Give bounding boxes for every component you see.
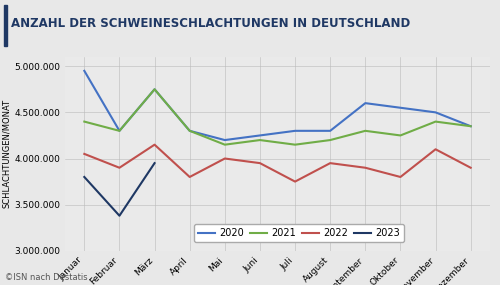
Text: ANZAHL DER SCHWEINESCHLACHTUNGEN IN DEUTSCHLAND: ANZAHL DER SCHWEINESCHLACHTUNGEN IN DEUT… bbox=[11, 17, 410, 30]
Line: 2020: 2020 bbox=[84, 71, 470, 140]
2020 bbox=[398, 106, 404, 109]
2020 bbox=[82, 69, 87, 73]
2020 bbox=[468, 125, 473, 128]
Bar bbox=[4, 5, 7, 46]
2023 bbox=[152, 161, 158, 165]
2021 bbox=[327, 138, 333, 142]
2020 bbox=[116, 129, 122, 133]
2021 bbox=[186, 129, 192, 133]
2022 bbox=[468, 166, 473, 170]
2021 bbox=[222, 143, 228, 146]
Legend: 2020, 2021, 2022, 2023: 2020, 2021, 2022, 2023 bbox=[194, 224, 404, 242]
2022 bbox=[432, 148, 438, 151]
2022 bbox=[327, 161, 333, 165]
2022 bbox=[116, 166, 122, 170]
2022 bbox=[82, 152, 87, 156]
2020 bbox=[257, 134, 263, 137]
2021 bbox=[257, 138, 263, 142]
Line: 2023: 2023 bbox=[84, 163, 154, 216]
2021 bbox=[398, 134, 404, 137]
2022 bbox=[292, 180, 298, 183]
2020 bbox=[432, 111, 438, 114]
Y-axis label: SCHLACHTUNGEN/MONAT: SCHLACHTUNGEN/MONAT bbox=[2, 99, 12, 208]
2022 bbox=[152, 143, 158, 146]
2021 bbox=[468, 125, 473, 128]
2021 bbox=[116, 129, 122, 133]
2021 bbox=[152, 87, 158, 91]
2022 bbox=[222, 157, 228, 160]
2022 bbox=[257, 161, 263, 165]
2020 bbox=[327, 129, 333, 133]
Line: 2021: 2021 bbox=[84, 89, 470, 145]
2022 bbox=[362, 166, 368, 170]
2020 bbox=[152, 87, 158, 91]
2021 bbox=[432, 120, 438, 123]
2020 bbox=[222, 138, 228, 142]
Text: ©ISN nach Destatis: ©ISN nach Destatis bbox=[5, 273, 87, 282]
2022 bbox=[398, 175, 404, 179]
2020 bbox=[186, 129, 192, 133]
2020 bbox=[292, 129, 298, 133]
2022 bbox=[186, 175, 192, 179]
2023 bbox=[82, 175, 87, 179]
2021 bbox=[362, 129, 368, 133]
2021 bbox=[292, 143, 298, 146]
2021 bbox=[82, 120, 87, 123]
Line: 2022: 2022 bbox=[84, 145, 470, 182]
2023 bbox=[116, 214, 122, 217]
2020 bbox=[362, 101, 368, 105]
